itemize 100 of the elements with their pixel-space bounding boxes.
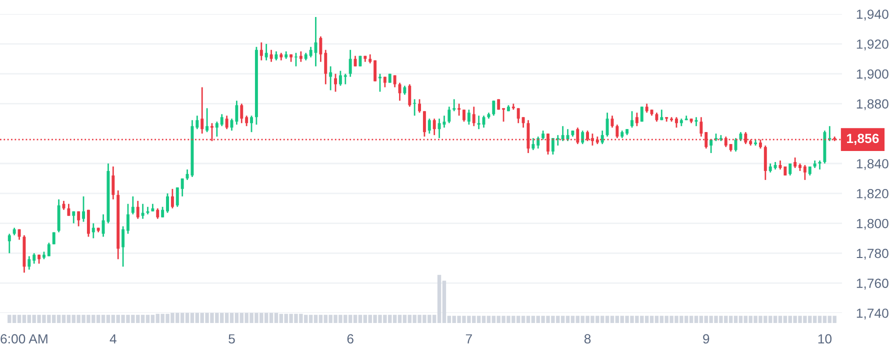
candlestick <box>764 144 767 181</box>
x-tick-label: 6:00 AM <box>0 334 48 344</box>
candlestick <box>477 114 480 130</box>
candlestick <box>452 98 456 112</box>
candlestick <box>156 208 160 220</box>
candlestick <box>472 106 476 127</box>
x-tick-label: 7 <box>466 334 472 344</box>
candlestick <box>522 116 525 128</box>
candlestick <box>47 242 50 257</box>
candlestick <box>8 233 11 254</box>
candlestick <box>215 120 218 138</box>
candlestick <box>606 112 609 138</box>
y-tick-label: 1,840 <box>856 159 888 170</box>
x-tick-label: 10 <box>818 334 832 344</box>
candlestick <box>467 108 470 126</box>
candlestick <box>250 114 253 133</box>
candlestick <box>610 114 614 128</box>
candlestick <box>196 114 199 130</box>
y-tick-label: 1,820 <box>856 188 888 200</box>
candlestick <box>432 118 436 136</box>
candlestick <box>176 186 179 208</box>
candlestick <box>462 108 466 122</box>
candlestick <box>240 103 244 124</box>
candlestick <box>630 110 634 128</box>
x-tick-label: 8 <box>584 334 591 344</box>
candlestick <box>516 107 520 124</box>
candlestick <box>131 196 134 216</box>
candlestick <box>294 52 298 68</box>
candlestick <box>32 252 36 264</box>
candlestick <box>122 226 125 268</box>
candlestick <box>378 73 382 92</box>
y-tick-label: 1,800 <box>856 218 888 230</box>
candlestick <box>92 222 95 239</box>
candlestick <box>616 124 619 139</box>
candlestick <box>319 36 322 63</box>
candlestick <box>354 55 357 68</box>
candlestick <box>344 73 347 85</box>
candlestick <box>788 162 792 176</box>
candlestick <box>126 203 130 234</box>
y-tick-label: 1,780 <box>856 248 888 260</box>
candlestick <box>418 98 421 114</box>
candlestick <box>180 178 184 198</box>
candlestick <box>112 166 115 200</box>
candlestick <box>803 164 806 181</box>
x-tick-label: 5 <box>228 334 235 344</box>
candlestick <box>235 100 238 126</box>
x-tick-label: 4 <box>110 334 116 344</box>
candlestick <box>492 100 496 116</box>
candlestick <box>428 118 431 134</box>
candlestick <box>348 49 352 78</box>
candlestick <box>422 110 426 138</box>
candlestick <box>502 107 505 122</box>
x-tick-label: 6 <box>347 334 354 344</box>
candlestick <box>556 134 560 146</box>
candlestick <box>170 188 174 210</box>
candlestick <box>299 50 302 63</box>
candlestick <box>225 114 228 130</box>
candlestick <box>794 156 797 169</box>
candlestick <box>635 112 638 127</box>
candlestick <box>561 125 564 142</box>
candlestick <box>309 46 312 58</box>
x-tick-label: 9 <box>703 334 710 344</box>
candlestick <box>334 73 337 92</box>
candlestick <box>161 206 164 218</box>
y-tick-label: 1,880 <box>856 99 888 110</box>
candlestick <box>136 200 140 220</box>
candlestick <box>710 138 713 154</box>
candlestick <box>338 70 342 86</box>
candlestick <box>329 66 332 91</box>
candlestick <box>220 113 224 127</box>
candlestick <box>600 130 604 145</box>
ref-line-label: 1,856 <box>847 134 879 146</box>
candlestick <box>141 203 144 220</box>
candlestick <box>264 43 268 62</box>
candlestick <box>700 116 703 138</box>
candlestick <box>206 107 209 133</box>
candlestick <box>67 203 70 217</box>
candlestick <box>581 130 584 145</box>
candlestick <box>260 42 263 62</box>
y-tick-label: 1,740 <box>856 308 888 320</box>
candlestick <box>674 116 678 128</box>
y-tick-label: 1,940 <box>856 10 888 20</box>
candlestick <box>448 106 451 124</box>
candlestick <box>532 137 535 151</box>
candlestick <box>694 116 698 127</box>
y-tick-label: 1,920 <box>856 39 888 50</box>
candlestick <box>270 49 273 63</box>
candlestick <box>28 255 31 270</box>
candlestick <box>166 192 169 214</box>
y-tick-label: 1,900 <box>856 69 888 80</box>
candlestick <box>77 210 80 227</box>
candlestick <box>86 209 90 238</box>
candlestick <box>374 60 377 82</box>
candlestick <box>82 196 85 222</box>
candlestick <box>640 106 644 122</box>
candlestick <box>408 84 412 108</box>
candlestick <box>551 137 554 156</box>
candlestick <box>245 114 248 127</box>
candlestick <box>458 103 461 116</box>
y-tick-label: 1,760 <box>856 278 888 290</box>
